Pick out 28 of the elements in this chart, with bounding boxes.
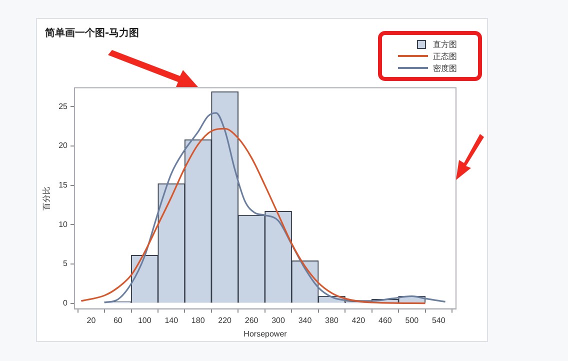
x-tick-label: 420 xyxy=(352,316,366,325)
x-tick-label: 540 xyxy=(432,316,446,325)
y-tick-label: 10 xyxy=(58,220,68,229)
x-tick-label: 460 xyxy=(378,316,392,325)
y-tick-label: 5 xyxy=(63,259,68,268)
x-tick-label: 100 xyxy=(138,316,152,325)
x-tick-label: 20 xyxy=(86,316,96,325)
legend-label: 密度图 xyxy=(433,62,457,74)
legend-label: 直方图 xyxy=(433,38,457,50)
x-tick-label: 300 xyxy=(272,316,286,325)
x-tick-label: 140 xyxy=(164,316,179,325)
x-tick-label: 60 xyxy=(113,316,123,325)
x-tick-label: 340 xyxy=(298,316,312,325)
y-tick-label: 15 xyxy=(58,180,68,190)
x-axis-title: Horsepower xyxy=(244,329,288,338)
x-tick-label: 500 xyxy=(405,316,420,325)
line-series xyxy=(80,128,426,304)
chart-title: 简单画一个图-马力图 xyxy=(45,26,140,40)
x-tick-label: 380 xyxy=(325,316,339,325)
x-tick-label: 260 xyxy=(244,316,259,325)
y-tick-label: 20 xyxy=(58,141,68,150)
y-tick-label: 25 xyxy=(58,102,68,111)
x-tick-label: 180 xyxy=(191,316,206,325)
y-tick-label: 0 xyxy=(63,298,68,308)
legend-label: 正态图 xyxy=(433,50,457,62)
line-series xyxy=(104,112,446,304)
y-axis-title: 百分比 xyxy=(42,186,52,210)
x-tick-label: 220 xyxy=(218,316,232,325)
